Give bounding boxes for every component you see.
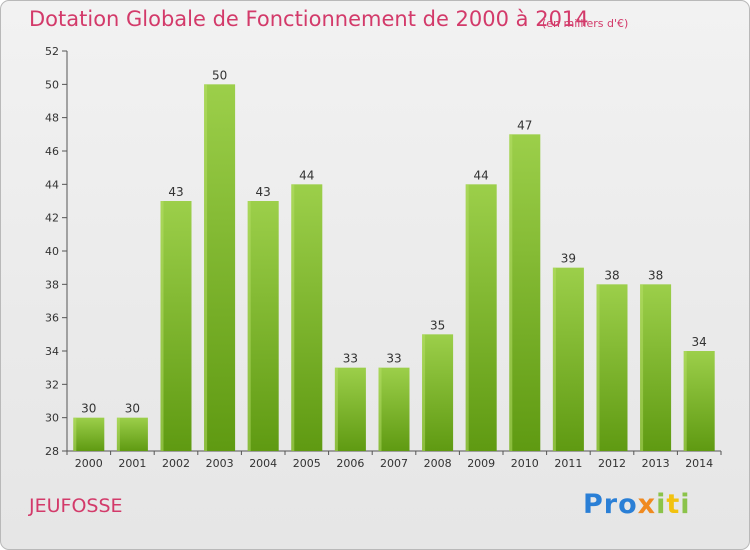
bar-highlight	[552, 267, 556, 451]
data-label-2011: 39	[561, 252, 576, 266]
x-tick-label: 2013	[642, 457, 670, 470]
y-tick-label: 34	[45, 345, 59, 358]
bar-2000	[73, 417, 105, 451]
bar-highlight	[334, 367, 338, 451]
y-tick-label: 36	[45, 312, 59, 325]
y-tick-label: 42	[45, 212, 59, 225]
bar-2004	[247, 201, 279, 451]
x-tick-label: 2007	[380, 457, 408, 470]
data-label-2006: 33	[343, 352, 358, 366]
data-labels: 30 30 43 50 43 44 33 33 35 44 47 39 38 38 34	[81, 68, 707, 415]
bar-2008	[422, 334, 454, 451]
x-tick-label: 2010	[511, 457, 539, 470]
bar-highlight	[73, 417, 77, 451]
data-label-2007: 33	[386, 352, 401, 366]
x-tick-label: 2008	[424, 457, 452, 470]
commune-name: JEUFOSSE	[29, 495, 123, 517]
bar-highlight	[247, 201, 251, 451]
bar-2013	[640, 284, 672, 451]
logo-part: i	[680, 489, 691, 520]
bar-2010	[509, 134, 541, 452]
chart-title: Dotation Globale de Fonctionnement de 20…	[29, 7, 589, 31]
y-tick-label: 46	[45, 145, 59, 158]
x-tick-label: 2004	[249, 457, 277, 470]
data-label-2008: 35	[430, 318, 445, 332]
y-tick-label: 40	[45, 245, 59, 258]
bar-highlight	[465, 184, 469, 452]
data-label-2009: 44	[474, 168, 489, 182]
bar-highlight	[204, 84, 208, 451]
y-tick-label: 32	[45, 378, 59, 391]
data-label-2003: 50	[212, 68, 227, 82]
x-tick-label: 2000	[75, 457, 103, 470]
data-label-2014: 34	[692, 335, 707, 349]
x-tick-label: 2014	[685, 457, 713, 470]
logo-part: Pro	[583, 489, 638, 520]
data-label-2002: 43	[168, 185, 183, 199]
bar-2012	[596, 284, 628, 451]
y-tick-label: 52	[45, 45, 59, 58]
bars	[73, 84, 715, 452]
y-tick-label: 50	[45, 78, 59, 91]
bar-2001	[116, 417, 148, 451]
bar-2003	[204, 84, 236, 451]
x-tick-label: 2011	[554, 457, 582, 470]
axes: 28 30 32 34 36 38 40 42 44 46 48 50 52 2000 2001 2002 20…	[45, 45, 722, 470]
bar-highlight	[422, 334, 426, 451]
data-label-2000: 30	[81, 402, 96, 416]
y-tick-label: 38	[45, 278, 59, 291]
proxiti-logo: Proxiti	[583, 489, 691, 520]
bar-highlight	[291, 184, 295, 452]
data-label-2010: 47	[517, 118, 532, 132]
bar-2007	[378, 367, 410, 451]
x-tick-label: 2009	[467, 457, 495, 470]
bar-highlight	[509, 134, 513, 452]
x-tick-label: 2002	[162, 457, 190, 470]
x-tick-label: 2005	[293, 457, 321, 470]
bar-2014	[683, 351, 715, 451]
logo-part: i	[656, 489, 667, 520]
bar-2009	[465, 184, 497, 452]
data-label-2012: 38	[604, 268, 619, 282]
bar-highlight	[683, 351, 687, 451]
bar-2006	[334, 367, 366, 451]
x-tick-label: 2001	[118, 457, 146, 470]
data-label-2004: 43	[256, 185, 271, 199]
data-label-2013: 38	[648, 268, 663, 282]
data-label-2005: 44	[299, 168, 314, 182]
x-tick-label: 2003	[206, 457, 234, 470]
bar-highlight	[160, 201, 164, 451]
data-label-2001: 30	[125, 402, 140, 416]
logo-part: x	[637, 489, 657, 520]
y-tick-label: 44	[45, 178, 59, 191]
unit-note: (en milliers d'€)	[542, 17, 629, 30]
bar-2002	[160, 201, 192, 451]
y-tick-label: 30	[45, 412, 59, 425]
bar-highlight	[596, 284, 600, 451]
bar-highlight	[116, 417, 120, 451]
bar-highlight	[378, 367, 382, 451]
logo-part: t	[666, 489, 681, 520]
bar-highlight	[640, 284, 644, 451]
y-tick-label: 48	[45, 112, 59, 125]
bar-2011	[552, 267, 584, 451]
y-tick-label: 28	[45, 445, 59, 458]
x-tick-label: 2006	[336, 457, 364, 470]
x-tick-label: 2012	[598, 457, 626, 470]
bar-2005	[291, 184, 323, 452]
